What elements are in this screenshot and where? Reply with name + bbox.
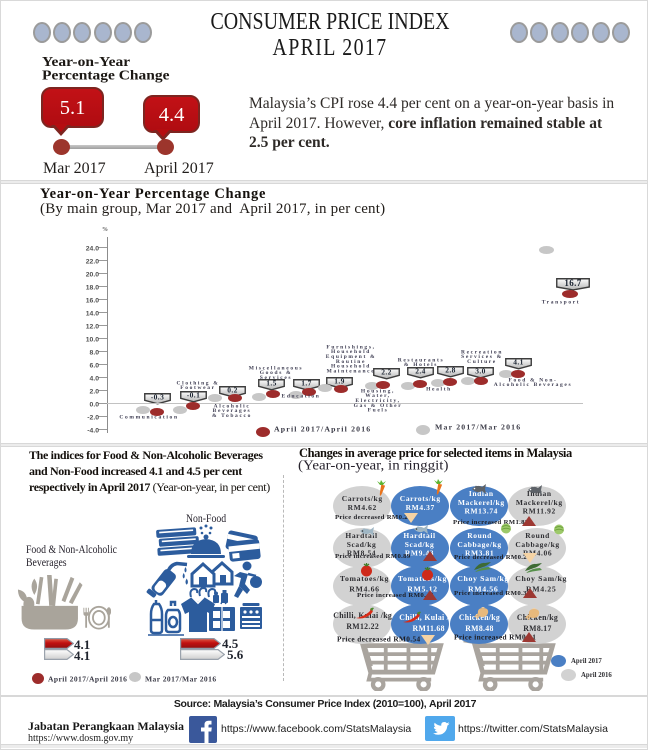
svg-text:1.5: 1.5 (266, 379, 277, 388)
svg-text:4.1: 4.1 (513, 358, 524, 367)
svg-text:2.8: 2.8 (445, 366, 456, 375)
svg-text:2.2: 2.2 (381, 368, 392, 377)
svg-text:0.2: 0.2 (227, 386, 238, 395)
svg-text:1.9: 1.9 (334, 377, 345, 386)
svg-text:2.4: 2.4 (415, 367, 426, 376)
svg-text:16.7: 16.7 (564, 278, 581, 288)
svg-text:1.7: 1.7 (301, 379, 312, 388)
svg-text:-0.3: -0.3 (150, 393, 163, 402)
svg-text:3.0: 3.0 (475, 367, 486, 376)
svg-text:-0.1: -0.1 (187, 391, 200, 400)
